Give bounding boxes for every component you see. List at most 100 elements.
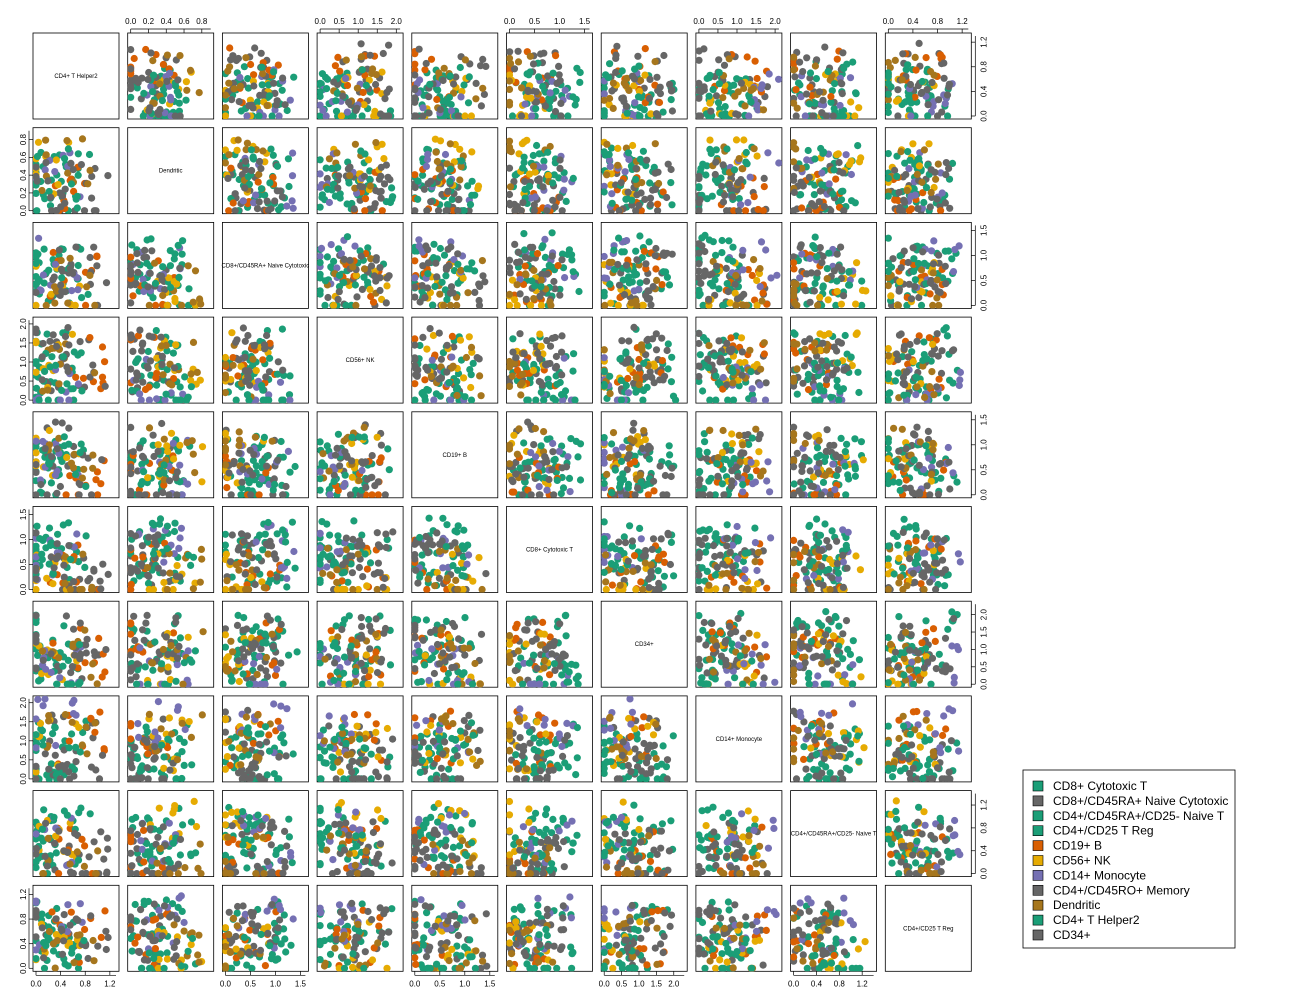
data-point (450, 343, 458, 351)
data-point (549, 196, 557, 204)
data-point (920, 338, 928, 346)
data-point (159, 60, 167, 69)
data-point (454, 279, 462, 287)
data-point (127, 65, 135, 73)
data-point (441, 150, 450, 159)
data-point (923, 355, 931, 363)
data-point (236, 82, 244, 90)
data-point (635, 87, 644, 95)
data-point (702, 171, 710, 179)
data-point (412, 371, 420, 379)
data-point (556, 164, 564, 172)
data-point (360, 265, 369, 273)
data-point (646, 368, 654, 376)
panel-points (601, 138, 676, 214)
data-point (181, 373, 189, 381)
data-point (619, 475, 628, 484)
data-point (558, 256, 566, 264)
data-point (718, 182, 726, 190)
data-point (189, 450, 197, 458)
data-point (464, 99, 473, 107)
data-point (894, 369, 902, 377)
data-point (559, 484, 568, 492)
data-point (82, 482, 90, 490)
data-point (372, 71, 380, 79)
data-point (718, 480, 727, 488)
data-point (725, 55, 733, 63)
data-point (735, 195, 743, 203)
data-point (820, 148, 828, 156)
data-point (699, 491, 707, 498)
data-point (549, 394, 557, 402)
panel-points (506, 330, 579, 404)
data-point (720, 61, 729, 69)
data-point (941, 247, 949, 255)
data-point (39, 437, 47, 446)
data-point (452, 73, 460, 81)
data-point (266, 354, 274, 362)
data-point (558, 371, 566, 379)
data-point (454, 207, 462, 214)
data-point (609, 429, 618, 437)
data-point (247, 60, 255, 69)
data-point (411, 60, 419, 68)
data-point (746, 346, 754, 354)
data-point (319, 450, 327, 458)
data-point (798, 462, 806, 470)
panel-1-0 (32, 127, 120, 215)
data-point (630, 82, 638, 90)
data-point (345, 98, 353, 106)
panel-points (33, 234, 111, 309)
data-point (718, 449, 727, 457)
data-point (506, 85, 514, 93)
data-point (736, 458, 744, 466)
data-point (506, 164, 514, 172)
data-point (885, 390, 892, 398)
data-point (418, 282, 426, 290)
data-point (63, 380, 71, 388)
data-point (919, 362, 927, 370)
data-point (49, 331, 57, 339)
data-point (706, 491, 714, 498)
data-point (745, 440, 753, 449)
data-point (461, 112, 469, 119)
data-point (475, 301, 484, 309)
data-point (900, 391, 908, 399)
data-point (530, 201, 538, 209)
data-point (422, 162, 430, 170)
data-point (336, 462, 344, 470)
data-point (948, 159, 957, 167)
data-point (45, 266, 53, 274)
data-point (654, 200, 662, 208)
data-point (615, 207, 623, 214)
data-point (601, 448, 608, 456)
data-point (635, 112, 643, 119)
data-point (129, 347, 137, 355)
data-point (885, 108, 892, 117)
data-point (943, 332, 952, 340)
data-point (165, 274, 173, 282)
data-point (739, 441, 747, 449)
data-point (894, 112, 902, 119)
data-point (242, 146, 250, 154)
data-point (753, 276, 761, 285)
data-point (429, 331, 437, 340)
panel-frame (221, 221, 309, 309)
data-point (337, 250, 345, 258)
data-point (913, 170, 921, 178)
data-point (926, 383, 934, 391)
data-point (801, 453, 809, 461)
data-point (622, 102, 630, 110)
data-point (695, 469, 703, 477)
data-point (725, 180, 733, 188)
data-point (51, 260, 60, 268)
data-point (601, 108, 608, 116)
data-point (634, 93, 643, 101)
data-point (33, 384, 41, 392)
data-point (524, 458, 533, 466)
data-point (695, 207, 703, 214)
data-point (622, 348, 630, 356)
data-point (286, 96, 294, 104)
data-point (837, 339, 846, 347)
data-point (455, 195, 463, 203)
